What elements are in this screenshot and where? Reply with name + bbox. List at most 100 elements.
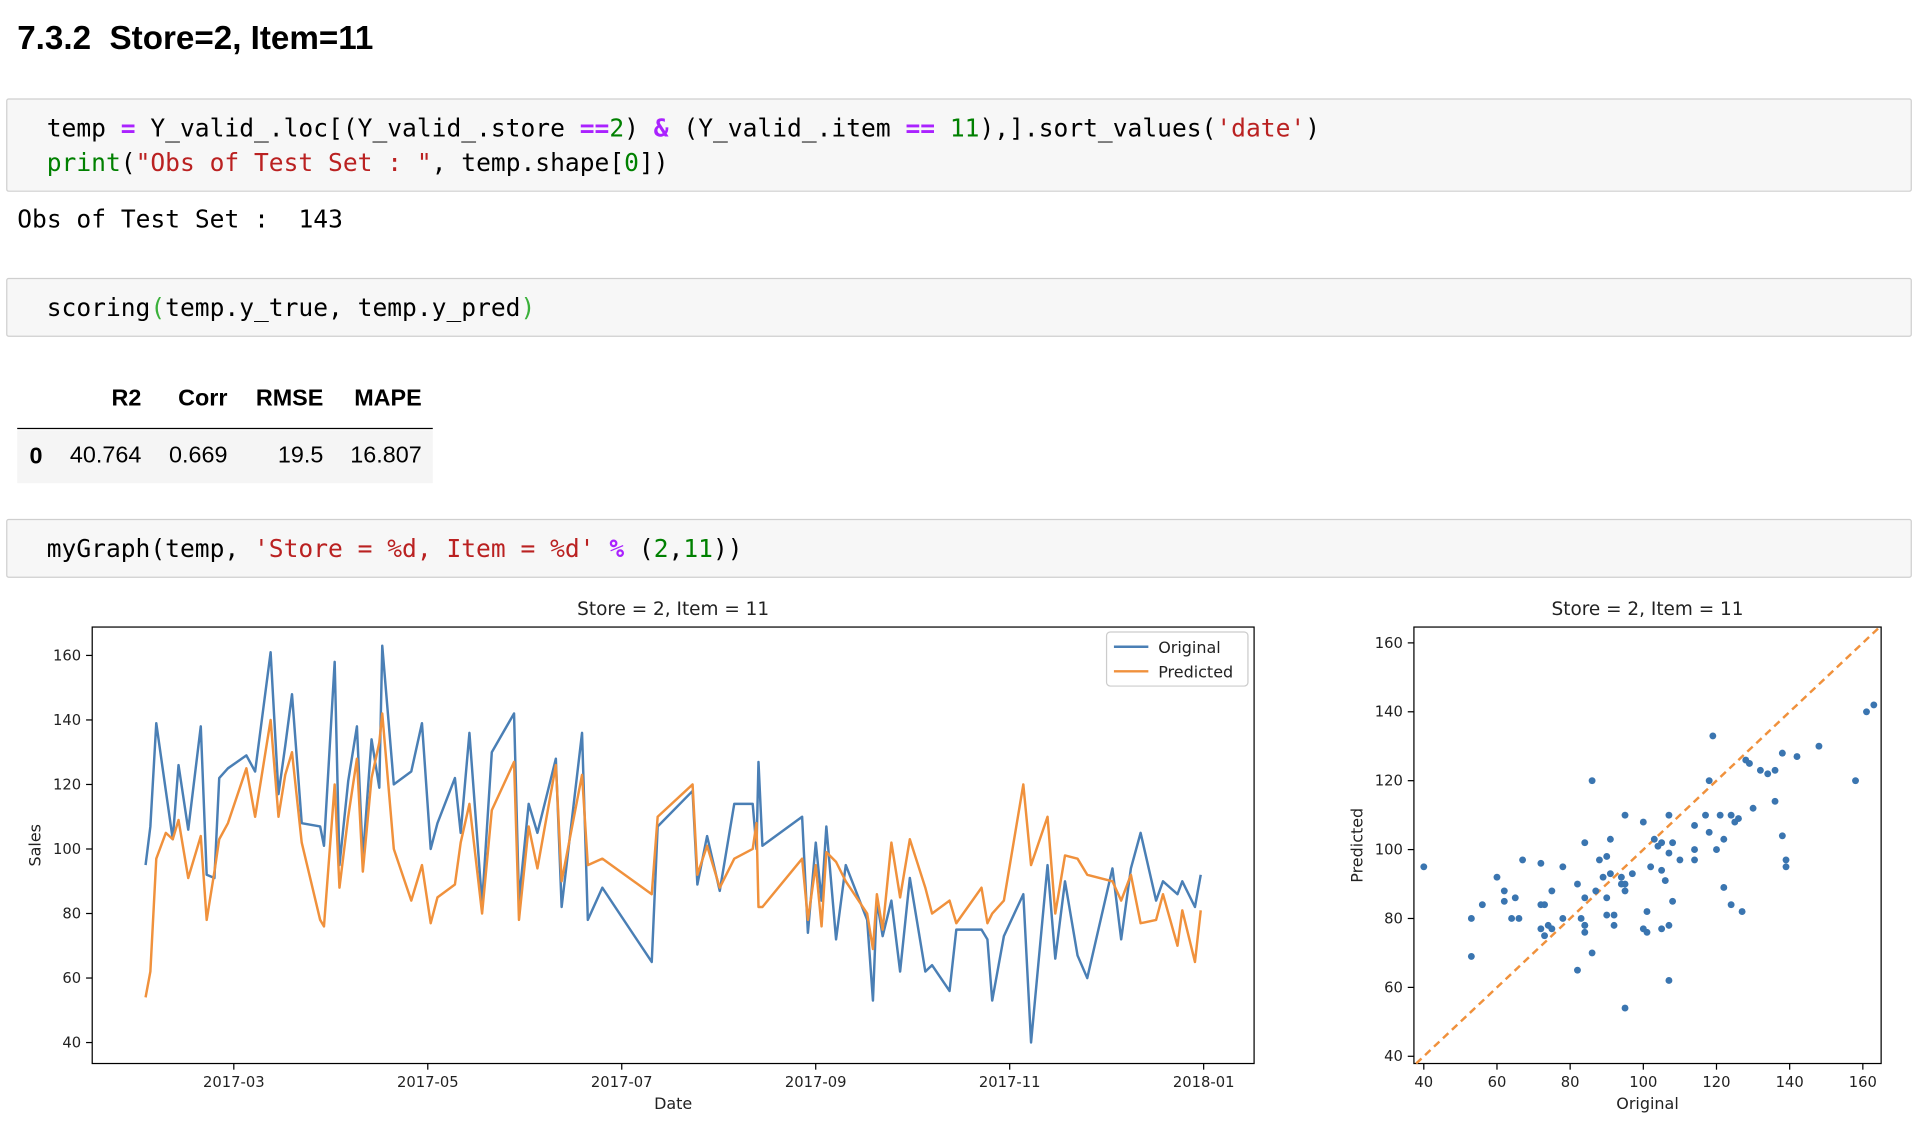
table-cell: 19.5 — [277, 442, 324, 469]
y-tick-label: 140 — [1375, 704, 1403, 721]
scatter-point — [1639, 925, 1647, 933]
scatter-point — [1720, 884, 1728, 891]
cell-output: Obs of Test Set : 143 — [17, 204, 343, 234]
y-tick-label: 120 — [1375, 773, 1403, 790]
scatter-point — [1782, 863, 1790, 871]
table-cell: 40.764 — [69, 442, 142, 469]
y-tick-label: 60 — [1384, 979, 1403, 996]
scatter-point — [1500, 897, 1508, 905]
code-token: 2 — [609, 113, 625, 143]
scatter-point — [1691, 822, 1698, 829]
scatter-point — [1511, 894, 1519, 902]
code-token: ]) — [638, 147, 669, 178]
scatter-point — [1478, 901, 1486, 909]
scatter-point — [1669, 839, 1677, 847]
scatter-point — [1749, 804, 1757, 812]
table-cell: 0.669 — [168, 442, 228, 469]
scatter-point — [1756, 766, 1764, 774]
scatter-point — [1793, 753, 1801, 761]
legend-label: Predicted — [1158, 662, 1233, 681]
scatter-point — [1541, 932, 1548, 940]
code-token: (Y_valid_.item — [668, 113, 906, 143]
scatter-point — [1665, 849, 1673, 857]
scatter-point — [1588, 777, 1596, 785]
scatter-point — [1603, 853, 1611, 860]
scatter-point — [1537, 859, 1545, 867]
scatter-point — [1658, 925, 1666, 933]
scatter-point — [1665, 921, 1673, 929]
code-token: & — [653, 113, 669, 143]
scatter-point — [1705, 828, 1713, 836]
chart-title: Store = 2, Item = 11 — [577, 599, 769, 620]
scatter-point — [1467, 952, 1475, 960]
scatter-point — [1588, 949, 1596, 957]
code-cell[interactable]: myGraph(temp, 'Store = %d, Item = %d' % … — [6, 518, 1912, 578]
y-tick-label: 160 — [1375, 635, 1403, 652]
scatter-point — [1771, 797, 1779, 805]
code-token: Y_valid_.loc[(Y_valid_.store — [135, 113, 580, 143]
scatter-point — [1621, 811, 1629, 819]
scatter-point — [1519, 856, 1527, 864]
scatter-point — [1577, 915, 1585, 922]
y-tick-label: 80 — [62, 905, 81, 922]
scatter-point — [1713, 846, 1720, 854]
scatter-point — [1643, 908, 1651, 916]
scatter-point — [1778, 749, 1786, 757]
x-axis-label: Date — [654, 1094, 692, 1113]
code-token: 11 — [683, 533, 713, 564]
code-token: myGraph(temp, — [46, 533, 254, 564]
scatter-point — [1581, 928, 1589, 936]
table-cell: 16.807 — [350, 442, 422, 469]
chart-title: Store = 2, Item = 11 — [1552, 599, 1744, 620]
scatter-point — [1574, 880, 1581, 888]
scatter-point — [1559, 915, 1567, 922]
x-tick-label: 2017-09 — [785, 1074, 847, 1091]
scatter-point — [1852, 777, 1859, 785]
scatter-point — [1669, 897, 1677, 905]
scatter-point — [1654, 842, 1662, 850]
code-token: == — [905, 113, 936, 143]
scatter-point — [1639, 818, 1647, 826]
scatter-point — [1764, 770, 1772, 778]
scatter-point — [1815, 742, 1823, 750]
scatter-point — [1493, 873, 1501, 881]
scatter-point — [1599, 873, 1607, 881]
y-tick-label: 100 — [1375, 842, 1403, 859]
code-line: scoring(temp.y_true, temp.y_pred) — [47, 290, 536, 324]
scatter-point — [1742, 756, 1750, 764]
scatter-point — [1771, 766, 1779, 774]
code-cell[interactable]: temp = Y_valid_.loc[(Y_valid_.store ==2)… — [6, 98, 1912, 192]
code-line: print("Obs of Test Set : ", temp.shape[0… — [47, 145, 669, 179]
code-token: ( — [624, 533, 654, 564]
code-token: 2 — [653, 533, 669, 564]
code-token: ) — [624, 113, 654, 143]
scatter-point — [1420, 863, 1428, 871]
y-axis-label: Sales — [26, 824, 45, 867]
scatter-point — [1691, 846, 1698, 854]
y-tick-label: 60 — [62, 970, 81, 987]
y-tick-label: 140 — [53, 712, 81, 729]
row-background — [17, 430, 433, 484]
scatter-point — [1610, 911, 1618, 919]
x-tick-label: 2017-05 — [397, 1074, 459, 1091]
code-token: ( — [150, 292, 166, 323]
scatter-point — [1581, 921, 1589, 929]
x-tick-label: 140 — [1776, 1074, 1804, 1091]
x-tick-label: 2018-01 — [1173, 1074, 1235, 1091]
x-axis-label: Original — [1616, 1094, 1678, 1113]
x-tick-label: 100 — [1629, 1074, 1657, 1091]
scatter-point — [1702, 811, 1709, 819]
code-cell[interactable]: scoring(temp.y_true, temp.y_pred) — [6, 277, 1912, 337]
y-tick-label: 100 — [53, 841, 81, 858]
code-token: 'date' — [1216, 113, 1306, 143]
plot-area — [91, 626, 1255, 1065]
column-header: Corr — [178, 386, 228, 412]
scatter-point — [1508, 915, 1516, 922]
code-token: % — [609, 533, 625, 564]
scatter-point — [1658, 866, 1666, 874]
column-header: MAPE — [354, 386, 422, 412]
row-index: 0 — [29, 443, 43, 470]
x-tick-label: 40 — [1414, 1074, 1433, 1091]
